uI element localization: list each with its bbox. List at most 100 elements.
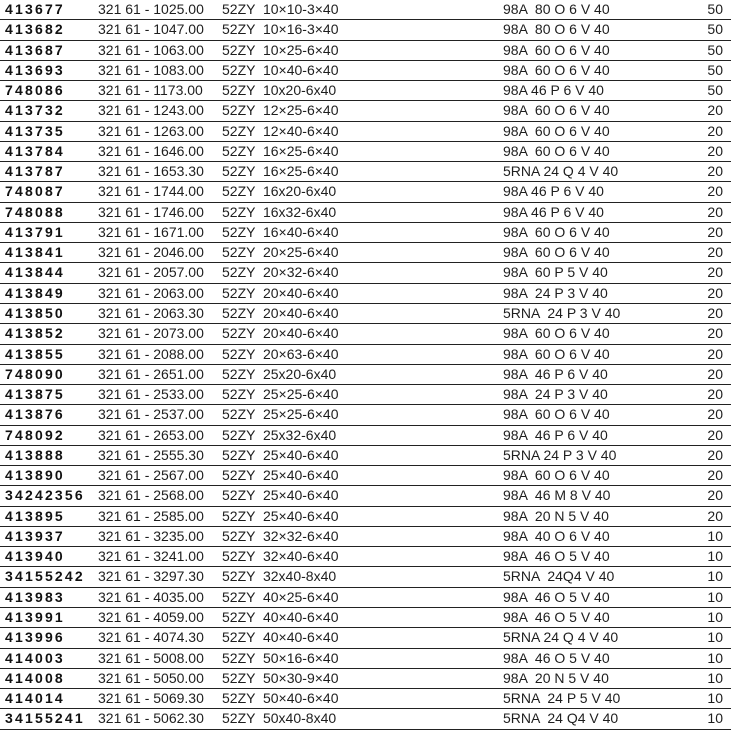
specification: 98A 46 O 5 V 40 [503, 608, 610, 625]
part-number: 413693 [5, 61, 65, 78]
type-dimensions: 52ZY 25×40-6×40 [222, 446, 339, 463]
specification: 5RNA 24 Q 4 V 40 [503, 629, 619, 646]
pack-quantity: 10 [707, 629, 723, 646]
type-dimensions: 52ZY 25x32-6x40 [222, 426, 337, 443]
table-row: 413895 321 61 - 2585.00 52ZY 25×40-6×40 … [0, 507, 731, 527]
pack-quantity: 10 [707, 588, 723, 605]
type-dimensions: 52ZY 20×32-6×40 [222, 264, 339, 281]
pack-quantity: 20 [707, 507, 723, 524]
order-number: 321 61 - 1744.00 [98, 183, 204, 200]
type-dimensions: 52ZY 20×40-6×40 [222, 304, 339, 321]
part-number: 413991 [5, 608, 65, 625]
order-number: 321 61 - 5062.30 [98, 710, 204, 727]
pack-quantity: 20 [707, 183, 723, 200]
pack-quantity: 20 [707, 487, 723, 504]
part-number: 413787 [5, 163, 65, 180]
type-dimensions: 52ZY 16x32-6x40 [222, 203, 337, 220]
table-row: 413791 321 61 - 1671.00 52ZY 16×40-6×40 … [0, 223, 731, 244]
part-number: 413791 [5, 223, 65, 240]
order-number: 321 61 - 2533.00 [98, 386, 204, 403]
specification: 98A 60 O 6 V 40 [503, 122, 610, 139]
pack-quantity: 20 [707, 345, 723, 362]
table-row: 413983 321 61 - 4035.00 52ZY 40×25-6×40 … [0, 588, 731, 608]
table-row: 414014 321 61 - 5069.30 52ZY 50×40-6×40 … [0, 689, 731, 710]
type-dimensions: 52ZY 25×40-6×40 [222, 467, 339, 484]
pack-quantity: 10 [707, 548, 723, 565]
table-row: 413844 321 61 - 2057.00 52ZY 20×32-6×40 … [0, 263, 731, 284]
pack-quantity: 10 [707, 608, 723, 625]
specification: 5RNA 24 Q 4 V 40 [503, 163, 619, 180]
order-number: 321 61 - 2537.00 [98, 406, 204, 423]
order-number: 321 61 - 1263.00 [98, 122, 204, 139]
pack-quantity: 20 [707, 467, 723, 484]
order-number: 321 61 - 3241.00 [98, 548, 204, 565]
order-number: 321 61 - 2063.30 [98, 304, 204, 321]
order-number: 321 61 - 3297.30 [98, 568, 204, 585]
table-row: 748088 321 61 - 1746.00 52ZY 16x32-6x40 … [0, 203, 731, 223]
part-number: 413876 [5, 406, 65, 423]
type-dimensions: 52ZY 50×40-6×40 [222, 690, 339, 707]
part-number: 414008 [5, 669, 65, 686]
part-number: 413895 [5, 507, 65, 524]
table-row: 414003 321 61 - 5008.00 52ZY 50×16-6×40 … [0, 649, 731, 669]
specification: 5RNA 24 P 5 V 40 [503, 690, 621, 707]
type-dimensions: 52ZY 50×16-6×40 [222, 649, 339, 666]
part-number: 413855 [5, 345, 65, 362]
order-number: 321 61 - 4074.30 [98, 629, 204, 646]
table-row: 413855 321 61 - 2088.00 52ZY 20×63-6×40 … [0, 345, 731, 365]
order-number: 321 61 - 2653.00 [98, 426, 204, 443]
specification: 98A 60 O 6 V 40 [503, 406, 610, 423]
specification: 98A 46 P 6 V 40 [503, 203, 604, 220]
part-number: 748086 [5, 82, 65, 99]
part-number: 748087 [5, 183, 65, 200]
part-number: 413983 [5, 588, 65, 605]
table-row: 413687 321 61 - 1063.00 52ZY 10×25-6×40 … [0, 41, 731, 61]
part-number: 413735 [5, 122, 65, 139]
specification: 98A 46 O 5 V 40 [503, 649, 610, 666]
pack-quantity: 20 [707, 365, 723, 382]
part-number: 413849 [5, 284, 65, 301]
order-number: 321 61 - 1746.00 [98, 203, 204, 220]
pack-quantity: 20 [707, 122, 723, 139]
table-row: 413876 321 61 - 2537.00 52ZY 25×25-6×40 … [0, 405, 731, 426]
part-number: 748092 [5, 426, 65, 443]
specification: 98A 60 O 6 V 40 [503, 223, 610, 240]
order-number: 321 61 - 1063.00 [98, 41, 204, 58]
order-number: 321 61 - 2567.00 [98, 467, 204, 484]
pack-quantity: 10 [707, 669, 723, 686]
specification: 98A 60 O 6 V 40 [503, 102, 610, 119]
pack-quantity: 10 [707, 649, 723, 666]
part-number: 413850 [5, 304, 65, 321]
table-row: 413735 321 61 - 1263.00 52ZY 12×40-6×40 … [0, 122, 731, 142]
specification: 98A 46 O 5 V 40 [503, 548, 610, 565]
type-dimensions: 52ZY 12×25-6×40 [222, 102, 339, 119]
part-number: 34155241 [5, 710, 85, 727]
order-number: 321 61 - 2046.00 [98, 244, 204, 261]
part-number: 413940 [5, 548, 65, 565]
specification: 5RNA 24 P 3 V 40 [503, 304, 621, 321]
specification: 98A 46 O 5 V 40 [503, 588, 610, 605]
order-number: 321 61 - 2568.00 [98, 487, 204, 504]
table-row: 748092 321 61 - 2653.00 52ZY 25x32-6x40 … [0, 426, 731, 446]
type-dimensions: 52ZY 25x20-6x40 [222, 365, 337, 382]
pack-quantity: 20 [707, 203, 723, 220]
specification: 5RNA 24Q4 V 40 [503, 568, 615, 585]
specification: 98A 40 O 6 V 40 [503, 527, 610, 544]
specification: 98A 60 O 6 V 40 [503, 467, 610, 484]
part-number: 413890 [5, 467, 65, 484]
parts-catalog-table: 413677 321 61 - 1025.00 52ZY 10×10-3×40 … [0, 0, 731, 730]
order-number: 321 61 - 2057.00 [98, 264, 204, 281]
specification: 98A 46 M 8 V 40 [503, 487, 611, 504]
part-number: 748090 [5, 365, 65, 382]
pack-quantity: 20 [707, 102, 723, 119]
specification: 98A 60 O 6 V 40 [503, 142, 610, 159]
order-number: 321 61 - 1047.00 [98, 21, 204, 38]
order-number: 321 61 - 1671.00 [98, 223, 204, 240]
table-row: 413937 321 61 - 3235.00 52ZY 32×32-6×40 … [0, 527, 731, 548]
type-dimensions: 52ZY 10x20-6x40 [222, 82, 337, 99]
table-row: 748087 321 61 - 1744.00 52ZY 16x20-6x40 … [0, 182, 731, 203]
table-row: 413677 321 61 - 1025.00 52ZY 10×10-3×40 … [0, 0, 731, 21]
part-number: 413852 [5, 325, 65, 342]
part-number: 413677 [5, 1, 65, 17]
specification: 98A 20 N 5 V 40 [503, 669, 609, 686]
